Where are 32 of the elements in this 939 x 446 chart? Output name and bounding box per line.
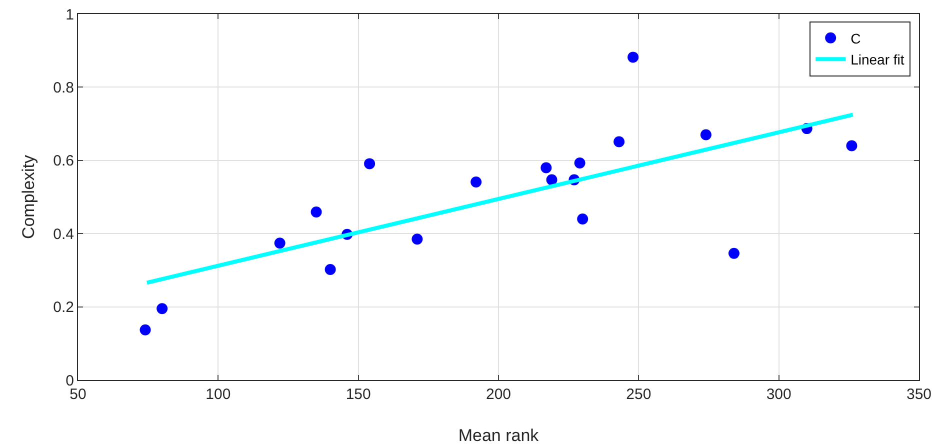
x-axis-title: Mean rank [458, 426, 540, 445]
y-tick-label: 1 [66, 6, 74, 24]
y-tick-label: 0.4 [53, 226, 74, 243]
point [140, 324, 151, 336]
y-tick-label: 0.2 [53, 299, 74, 316]
point [156, 303, 168, 314]
point [412, 234, 423, 245]
point [577, 213, 588, 224]
x-tick-label: 100 [206, 386, 231, 403]
point [700, 129, 712, 140]
point [846, 140, 858, 152]
y-tick-label: 0.8 [53, 79, 74, 96]
point [540, 162, 552, 174]
y-axis-title: Complexity [19, 154, 38, 240]
point [470, 176, 482, 188]
point [574, 157, 586, 168]
point [614, 136, 625, 148]
legend-label: Linear fit [850, 52, 904, 68]
x-tick-label: 200 [486, 386, 512, 403]
point [324, 264, 336, 275]
y-tick-label: 0.6 [53, 152, 74, 170]
x-tick-label: 350 [906, 386, 932, 403]
point [628, 52, 639, 63]
point [310, 206, 322, 218]
point [546, 174, 558, 186]
x-tick-label: 150 [346, 386, 371, 403]
x-tick-label: 250 [626, 386, 652, 403]
point [728, 248, 740, 259]
x-tick-label: 300 [766, 386, 792, 403]
legend-label: C [850, 30, 861, 46]
point [274, 238, 286, 249]
point [364, 158, 376, 170]
